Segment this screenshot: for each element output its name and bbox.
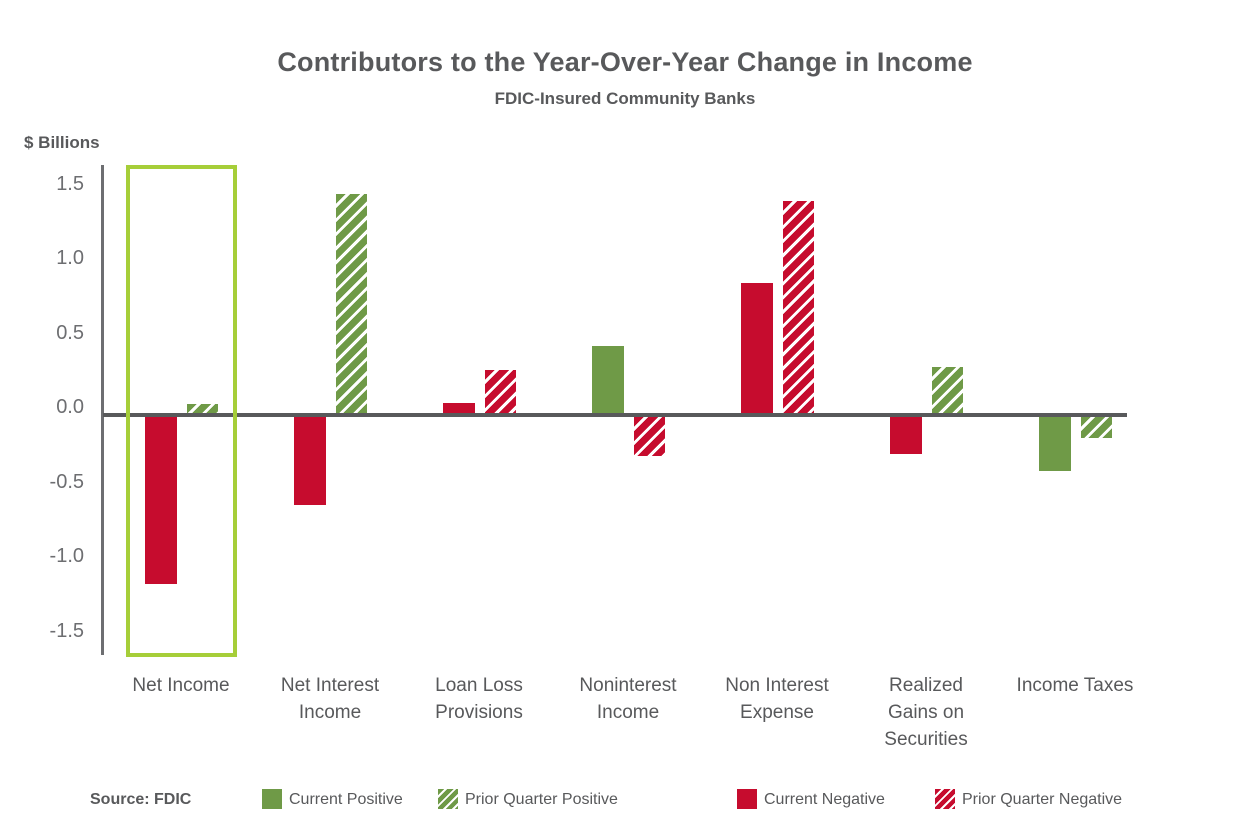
y-axis-tick-label-1.0: 1.0 <box>56 247 84 269</box>
category-label-realized-gains-on-securities: Realized Gains on Securities <box>884 675 968 750</box>
y-axis-line <box>101 165 104 655</box>
legend-label-prior-quarter-negative: Prior Quarter Negative <box>962 791 1123 808</box>
legend-swatch-prior-quarter-positive <box>438 789 458 809</box>
bar-net-interest-income-prior <box>336 194 367 413</box>
y-axis-tick-label--1.0: -1.0 <box>49 545 84 567</box>
y-axis-unit-label: $ Billions <box>24 133 100 152</box>
legend-swatch-current-negative <box>737 789 757 809</box>
y-axis-tick-label-0.5: 0.5 <box>56 321 84 344</box>
category-label-net-income: Net Income <box>132 675 230 696</box>
legend-label-current-positive: Current Positive <box>289 791 403 808</box>
chart-title: Contributors to the Year-Over-Year Chang… <box>277 47 973 77</box>
y-axis-tick-label--1.5: -1.5 <box>49 619 84 642</box>
category-label-non-interest-expense: Non Interest Expense <box>725 675 829 723</box>
category-label-noninterest-income: Noninterest Income <box>579 675 677 723</box>
y-axis-tick-label-1.5: 1.5 <box>56 172 84 195</box>
category-label-loan-loss-provisions: Loan Loss Provisions <box>435 675 523 723</box>
bar-noninterest-income-prior <box>634 417 665 456</box>
bar-income-taxes-prior <box>1081 417 1112 438</box>
y-axis-tick-label--0.5: -0.5 <box>49 470 84 493</box>
source-note: Source: FDIC <box>90 791 192 808</box>
bar-net-income-current <box>145 417 177 584</box>
legend-swatch-current-positive <box>262 789 282 809</box>
bar-loan-loss-provisions-current <box>443 403 475 413</box>
bar-realized-gains-on-securities-current <box>890 417 922 454</box>
chart-subtitle: FDIC-Insured Community Banks <box>494 89 756 108</box>
category-label-net-interest-income: Net Interest Income <box>280 675 380 723</box>
bar-non-interest-expense-prior <box>783 201 814 413</box>
bar-realized-gains-on-securities-prior <box>932 367 963 413</box>
category-label-income-taxes: Income Taxes <box>1016 675 1134 696</box>
bar-loan-loss-provisions-prior <box>485 370 516 413</box>
y-axis-tick-label-0.0: 0.0 <box>56 396 84 418</box>
legend-label-current-negative: Current Negative <box>764 791 885 808</box>
bar-net-income-prior <box>187 404 218 413</box>
x-axis-zero-line <box>103 413 1127 417</box>
bar-net-interest-income-current <box>294 417 326 505</box>
legend-swatch-prior-quarter-negative <box>935 789 955 809</box>
bar-non-interest-expense-current <box>741 283 773 413</box>
legend-label-prior-quarter-positive: Prior Quarter Positive <box>465 791 618 808</box>
bar-noninterest-income-current <box>592 346 624 413</box>
highlight-box-net-income <box>126 165 237 657</box>
bar-income-taxes-current <box>1039 417 1071 471</box>
